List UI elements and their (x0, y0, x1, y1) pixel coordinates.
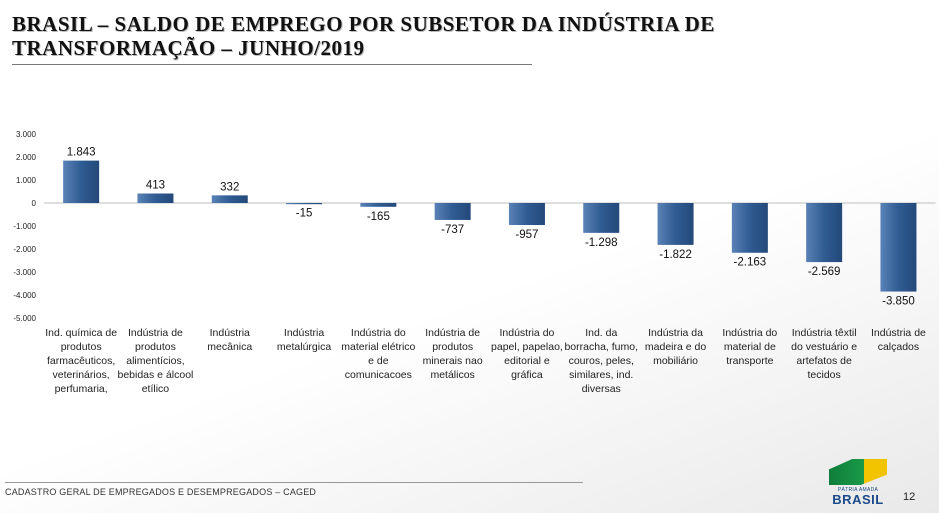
bar (508, 203, 545, 226)
bar-value-label: -1.822 (659, 249, 692, 261)
footer-divider (5, 482, 583, 483)
bar (434, 203, 471, 220)
bar-value-label: 332 (220, 181, 239, 193)
y-tick-label: 3.000 (16, 130, 37, 139)
bar-value-label: 413 (146, 180, 165, 192)
title-divider (12, 64, 532, 65)
bar (583, 203, 620, 233)
bar-value-label: -737 (441, 224, 464, 236)
category-label: Ind. química de produtos farmacêuticos, … (45, 327, 118, 395)
bar-value-label: -1.298 (585, 237, 618, 249)
y-tick-label: -1.000 (13, 222, 36, 231)
bar-value-label: -165 (367, 211, 390, 223)
category-label: Indústria mecânica (207, 327, 253, 353)
category-label: Indústria de produtos alimentícios, bebi… (117, 327, 194, 395)
bar-value-label: 1.843 (67, 147, 96, 159)
y-tick-label: 1.000 (16, 176, 37, 185)
brasil-logo: PÁTRIA AMADA BRASIL (829, 459, 887, 509)
bar (360, 203, 397, 207)
bar-value-label: -3.850 (882, 296, 915, 308)
bar-value-label: -2.569 (808, 266, 841, 278)
value-labels: 1.843 413 332 -15 -165 -737 -957 -1.298 -1.822 -2… (67, 147, 915, 308)
category-label: Indústria do material de transporte (722, 327, 778, 367)
bar (137, 193, 174, 203)
category-label: Indústria de calçados (871, 327, 926, 353)
bar (880, 203, 917, 292)
category-label: Indústria da madeira e do mobiliário (644, 327, 707, 367)
category-label: Indústria do material elétrico e de comu… (341, 327, 416, 381)
title-line-1: BRASIL – SALDO DE EMPREGO POR SUBSETOR D… (12, 12, 715, 36)
y-tick-label: 0 (32, 199, 37, 208)
page-title: BRASIL – SALDO DE EMPREGO POR SUBSETOR D… (12, 12, 912, 60)
bars (63, 160, 917, 292)
bar (63, 160, 100, 203)
bar-value-label: -2.163 (734, 257, 767, 269)
bar (806, 203, 843, 263)
bar (286, 203, 323, 205)
title-line-2: TRANSFORMAÇÃO – JUNHO/2019 (12, 36, 365, 60)
y-tick-label: -5.000 (13, 314, 36, 323)
y-tick-label: -4.000 (13, 291, 36, 300)
y-tick-label: -2.000 (13, 245, 36, 254)
bar-value-label: -957 (515, 229, 538, 241)
y-tick-label: 2.000 (16, 153, 37, 162)
logo-top-text: PÁTRIA AMADA (837, 487, 879, 493)
bar-value-label: -15 (296, 207, 313, 219)
category-label: Indústria metalúrgica (276, 327, 332, 353)
bar (211, 195, 248, 203)
y-tick-label: -3.000 (13, 268, 36, 277)
category-label: Ind. da borracha, fumo, couros, peles, s… (564, 327, 639, 395)
bar (731, 203, 768, 253)
footer-source: CADASTRO GERAL DE EMPREGADOS E DESEMPREG… (5, 487, 317, 497)
bar (657, 203, 694, 245)
category-label: Indústria de produtos minerais nao metál… (422, 327, 483, 381)
category-label: Indústria têxtil do vestuário e artefato… (791, 327, 858, 381)
flag-icon (829, 459, 887, 485)
y-axis: 3.000 2.000 1.000 0 -1.000 -2.000 -3.000 -4.000… (13, 130, 936, 323)
category-label: Indústria do papel, papelao, editorial e… (491, 327, 563, 381)
logo-main-text: BRASIL (832, 492, 884, 507)
page-number: 12 (903, 491, 916, 503)
